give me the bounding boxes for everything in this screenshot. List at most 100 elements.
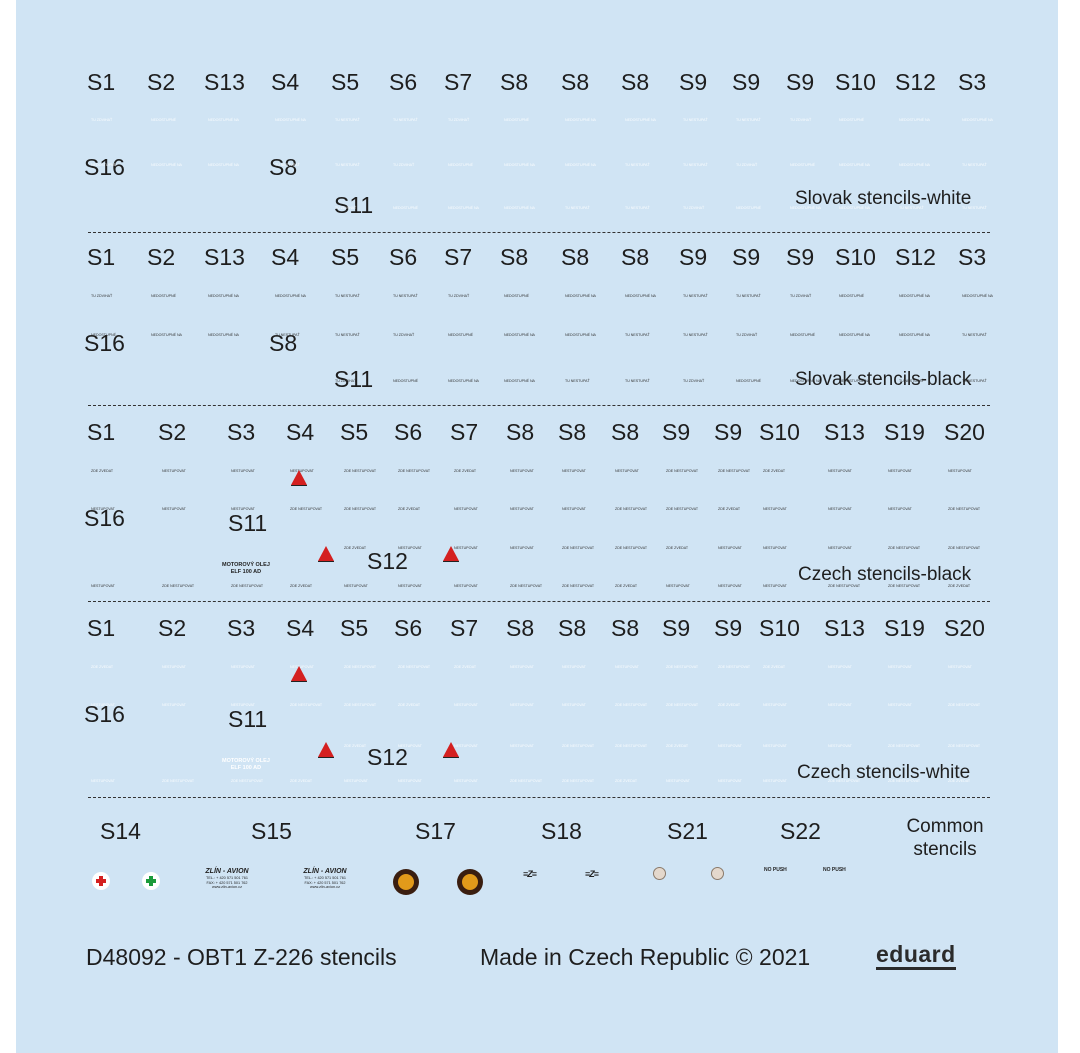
stencil-micro-text: TU NESTUPAŤ bbox=[625, 163, 650, 167]
stencil-micro-text: ZDE ZVEDAT bbox=[763, 665, 786, 669]
stencil-label: S2 bbox=[158, 615, 187, 641]
stencil-micro-text: TU ZDVIHAŤ bbox=[683, 206, 705, 210]
stencil-label: S9 bbox=[662, 615, 691, 641]
stencil-micro-text: NESTUPOVAT bbox=[162, 507, 186, 511]
stencil-micro-text: ZDE NESTUPOVAT bbox=[828, 779, 861, 783]
stencil-micro-text: ZDE ZVEDAT bbox=[948, 584, 971, 588]
made-in: Made in Czech Republic © 2021 bbox=[480, 944, 811, 970]
stencil-micro-text: TU ZDVIHAŤ bbox=[393, 163, 415, 167]
stencil-micro-text: ZDE ZVEDAT bbox=[398, 507, 421, 511]
stencil-micro-text: ZDE ZVEDAT bbox=[398, 703, 421, 707]
stencil-micro-text: ZDE ZVEDAT bbox=[91, 665, 114, 669]
stencil-micro-text: NESTUPOVAT bbox=[562, 665, 586, 669]
stencil-micro-text: ZDE NESTUPOVAT bbox=[344, 469, 377, 473]
stencil-label: S3 bbox=[227, 615, 256, 641]
stencil-micro-text: NESTUPOVAT bbox=[562, 703, 586, 707]
stencil-micro-text: TU NESTUPAŤ bbox=[683, 163, 708, 167]
stencil-label: S4 bbox=[286, 615, 315, 641]
stencil-micro-text: ZDE NESTUPOVAT bbox=[510, 584, 543, 588]
stencil-label: S11 bbox=[228, 706, 268, 732]
stencil-label: S9 bbox=[662, 419, 691, 445]
stencil-micro-text: NEDOSTUPNÉ bbox=[448, 333, 473, 337]
zlin-avion-logo: ZLÍN - AVION TEL.: + 420 571 501 761 FAX… bbox=[290, 868, 360, 890]
stencil-micro-text: NESTUPOVAT bbox=[231, 469, 255, 473]
stencil-label: S13 bbox=[204, 69, 245, 95]
stencil-micro-text: TU NESTUPAŤ bbox=[335, 294, 360, 298]
stencil-label: S9 bbox=[732, 69, 761, 95]
emblem-icon bbox=[393, 869, 419, 895]
stencil-label: S5 bbox=[340, 615, 369, 641]
stencil-micro-text: NEDOSTUPNÉ NA bbox=[839, 206, 870, 210]
no-push-stencil: NO PUSH bbox=[823, 867, 846, 873]
stencil-micro-text: TU NESTUPAŤ bbox=[683, 294, 708, 298]
stencil-micro-text: NESTUPOVAT bbox=[510, 546, 534, 550]
stencil-micro-text: NESTUPOVAT bbox=[454, 744, 478, 748]
stencil-micro-text: ZDE ZVEDAT bbox=[666, 546, 689, 550]
stencil-micro-text: NEDOSTUPNÉ bbox=[151, 294, 176, 298]
stencil-micro-text: ZDE NESTUPOVAT bbox=[666, 665, 699, 669]
stencil-micro-text: TU ZDVIHAŤ bbox=[448, 294, 470, 298]
stencil-micro-text: ZDE NESTUPOVAT bbox=[290, 507, 323, 511]
stencil-label: S8 bbox=[500, 69, 529, 95]
section-title: Slovak stencils-black bbox=[795, 369, 972, 390]
stencil-micro-text: ZDE NESTUPOVAT bbox=[398, 665, 431, 669]
stencil-micro-text: NESTUPOVAT bbox=[398, 546, 422, 550]
stencil-micro-text: ZDE NESTUPOVAT bbox=[562, 546, 595, 550]
stencil-micro-text: NEDOSTUPNÉ NA bbox=[565, 118, 596, 122]
stencil-micro-text: NESTUPOVAT bbox=[828, 703, 852, 707]
stencil-label: S12 bbox=[895, 244, 936, 270]
section-title: Czech stencils-black bbox=[798, 564, 972, 585]
stencil-micro-text: NESTUPOVAT bbox=[510, 665, 534, 669]
section-divider bbox=[88, 797, 990, 798]
stencil-micro-text: NEDOSTUPNÉ NA bbox=[899, 163, 930, 167]
stencil-micro-text: NEDOSTUPNÉ NA bbox=[790, 379, 821, 383]
stencil-micro-text: TU NESTUPAŤ bbox=[393, 294, 418, 298]
zlin-z-logo-icon: ≡Z≡ bbox=[523, 869, 537, 879]
stencil-micro-text: ZDE NESTUPOVAT bbox=[888, 779, 921, 783]
stencil-micro-text: NEDOSTUPNÉ NA bbox=[962, 118, 993, 122]
stencil-label: S5 bbox=[331, 69, 360, 95]
decal-sheet bbox=[16, 0, 1058, 1053]
stencil-label: S22 bbox=[780, 818, 821, 844]
stencil-label: S12 bbox=[367, 744, 408, 770]
stencil-micro-text: ZDE NESTUPOVAT bbox=[290, 703, 323, 707]
stencil-micro-text: TU NESTUPAŤ bbox=[962, 333, 987, 337]
warning-triangle-icon bbox=[443, 742, 459, 758]
stencil-micro-text: NEDOSTUPNÉ NA bbox=[504, 333, 535, 337]
stencil-micro-text: TU ZDVIHAŤ bbox=[736, 333, 758, 337]
stencil-micro-text: TU ZDVIHAŤ bbox=[790, 118, 812, 122]
stencil-micro-text: TU ZDVIHAŤ bbox=[91, 294, 113, 298]
stencil-micro-text: TU ZDVIHAŤ bbox=[393, 333, 415, 337]
oil-stencil: MOTOROVÝ OLEJ ELF 100 AD bbox=[222, 758, 270, 771]
stencil-micro-text: NESTUPOVAT bbox=[91, 779, 115, 783]
stencil-micro-text: ZDE NESTUPOVAT bbox=[888, 546, 921, 550]
stencil-micro-text: NESTUPOVAT bbox=[510, 469, 534, 473]
stencil-micro-text: TU NESTUPAŤ bbox=[962, 206, 987, 210]
stencil-micro-text: NESTUPOVAT bbox=[344, 584, 368, 588]
stencil-micro-text: ZDE NESTUPOVAT bbox=[344, 665, 377, 669]
green-cross-icon bbox=[142, 872, 160, 890]
stencil-micro-text: NEDOSTUPNÉ bbox=[736, 379, 761, 383]
knob-icon bbox=[653, 867, 666, 880]
stencil-label: S10 bbox=[759, 419, 800, 445]
stencil-label: S10 bbox=[759, 615, 800, 641]
stencil-label: S5 bbox=[340, 419, 369, 445]
oil-stencil: MOTOROVÝ OLEJ ELF 100 AD bbox=[222, 562, 270, 575]
stencil-label: S9 bbox=[679, 69, 708, 95]
stencil-label: S3 bbox=[958, 69, 987, 95]
warning-triangle-icon bbox=[291, 666, 307, 682]
stencil-label: S13 bbox=[204, 244, 245, 270]
section-title: Czech stencils-white bbox=[797, 762, 971, 783]
stencil-micro-text: NESTUPOVAT bbox=[398, 584, 422, 588]
stencil-micro-text: NEDOSTUPNÉ NA bbox=[504, 379, 535, 383]
stencil-micro-text: NEDOSTUPNÉ NA bbox=[839, 379, 870, 383]
red-cross-icon bbox=[92, 872, 110, 890]
stencil-micro-text: TU ZDVIHAŤ bbox=[790, 294, 812, 298]
stencil-label: S8 bbox=[621, 244, 650, 270]
stencil-micro-text: ZDE NESTUPOVAT bbox=[615, 744, 648, 748]
stencil-label: S10 bbox=[835, 69, 876, 95]
stencil-micro-text: ZDE NESTUPOVAT bbox=[948, 744, 981, 748]
stencil-micro-text: NESTUPOVAT bbox=[666, 779, 690, 783]
stencil-label: S6 bbox=[389, 69, 418, 95]
stencil-micro-text: TU NESTUPAŤ bbox=[275, 333, 300, 337]
